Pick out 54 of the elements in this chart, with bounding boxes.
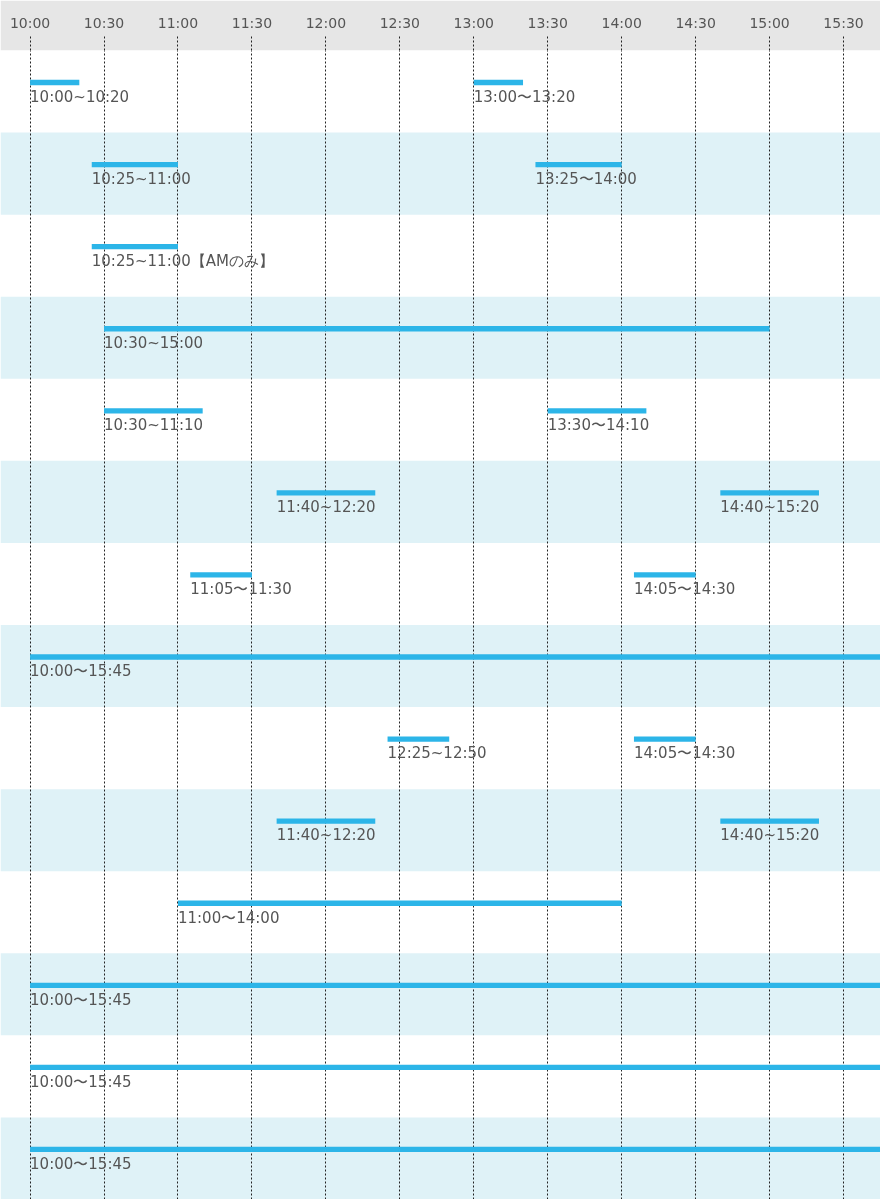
x-tick-label: 14:30: [675, 14, 716, 31]
bar: [104, 408, 203, 414]
data-label: 10:30~11:10: [104, 416, 204, 435]
bar: [30, 654, 880, 660]
data-label: 14:05〜14:30: [633, 580, 736, 599]
data-label: 10:00〜15:45: [30, 990, 132, 1009]
x-tick-label: 11:30: [231, 14, 273, 31]
data-label: 10:00~10:20: [30, 87, 130, 106]
bar: [547, 408, 647, 414]
bar: [30, 1064, 880, 1071]
x-tick-label: 10:30: [83, 14, 125, 31]
data-label: 10:00〜15:45: [30, 662, 132, 681]
bar: [91, 243, 178, 250]
bar: [177, 900, 622, 906]
bar: [473, 79, 524, 86]
bar: [720, 818, 819, 824]
x-tick-label: 11:00: [157, 14, 199, 31]
bar: [387, 736, 450, 742]
data-label: 11:40~12:20: [276, 498, 376, 517]
data-label: 10:25~11:00【AMのみ】: [91, 251, 274, 270]
data-label: 13:00〜13:20: [473, 87, 576, 106]
data-label: 11:00〜14:00: [177, 908, 280, 927]
x-tick-label: 15:00: [749, 14, 790, 31]
data-label: 14:40~15:20: [720, 498, 820, 517]
data-label: 14:40~15:20: [720, 826, 820, 845]
data-label: 13:30〜14:10: [547, 416, 650, 435]
x-tick-label: 14:00: [601, 14, 642, 31]
data-label: 10:00〜15:45: [30, 1154, 132, 1173]
data-label: 11:05〜11:30: [190, 580, 292, 599]
data-label: 10:25~11:00: [91, 169, 191, 188]
bar: [276, 490, 376, 496]
data-label: 11:40~12:20: [276, 826, 376, 845]
bar: [104, 326, 770, 332]
data-label: 12:25~12:50: [387, 744, 487, 763]
bar: [30, 982, 880, 988]
x-tick-label: 10:00: [9, 14, 51, 31]
x-tick-label: 15:30: [823, 14, 864, 31]
data-label: 10:00〜15:45: [30, 1072, 132, 1091]
bar: [276, 818, 376, 824]
x-tick-label: 13:00: [453, 14, 494, 31]
bar: [633, 572, 696, 578]
data-label: 14:05〜14:30: [633, 744, 736, 763]
x-tick-label: 12:30: [379, 14, 421, 31]
bar: [91, 161, 178, 168]
x-tick-label: 13:30: [527, 14, 568, 31]
bar: [30, 79, 80, 86]
x-tick-label: 12:00: [305, 14, 347, 31]
bar: [30, 1146, 880, 1153]
bar: [633, 736, 696, 742]
data-label: 10:30~15:00: [104, 334, 204, 353]
bar: [720, 490, 819, 496]
bar: [190, 572, 252, 578]
bar: [535, 161, 622, 168]
data-label: 13:25〜14:00: [535, 169, 637, 188]
